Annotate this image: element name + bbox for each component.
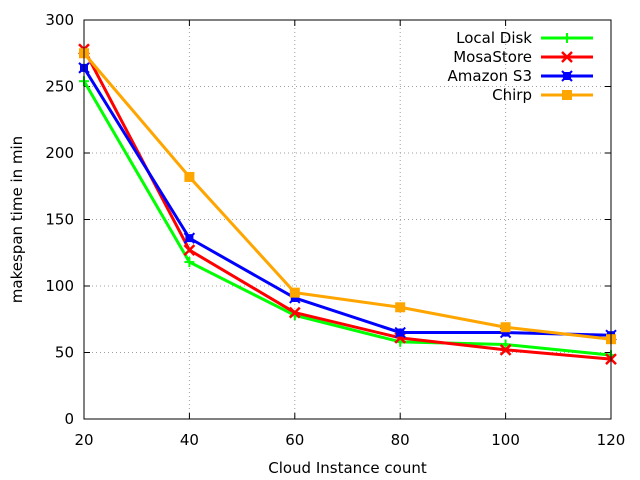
legend-label: MosaStore [453,48,532,66]
data-point [562,90,572,100]
y-tick-label: 0 [64,410,74,428]
x-tick-label: 80 [391,431,410,449]
y-tick-label: 300 [45,11,74,29]
y-tick-label: 50 [55,344,74,362]
data-point [561,51,573,63]
y-tick-label: 200 [45,144,74,162]
x-tick-label: 120 [597,431,626,449]
data-point [395,302,406,313]
legend-label: Local Disk [456,29,532,47]
axis-ticks: 20 40 60 80 100 120 0 50 100 150 200 250 300 [45,11,625,449]
series-line [82,67,612,337]
series-lines [78,43,617,366]
data-point [289,287,300,298]
y-tick-label: 250 [45,78,74,96]
legend-label: Amazon S3 [448,67,532,85]
data-point [561,70,573,82]
y-tick-label: 100 [45,277,74,295]
y-tick-label: 150 [45,211,74,229]
x-axis-label: Cloud Instance count [268,459,427,477]
x-tick-label: 20 [74,431,93,449]
data-point [288,306,301,319]
x-tick-label: 40 [180,431,199,449]
data-point [183,244,196,256]
data-point [499,343,512,356]
series-line [82,80,612,357]
x-tick-label: 60 [285,431,304,449]
plot-frame [83,19,612,420]
series-line [82,52,612,341]
data-point [500,339,511,350]
y-axis-label: makespan time in min [8,136,26,303]
data-point [184,171,195,182]
x-tick-label: 100 [491,431,520,449]
data-point [394,326,406,339]
legend-label: Chirp [492,86,532,104]
data-point [183,232,196,244]
series-line [82,48,612,361]
grid-lines [84,20,611,419]
data-point [500,322,511,333]
data-point [562,33,572,43]
data-point [184,257,195,268]
